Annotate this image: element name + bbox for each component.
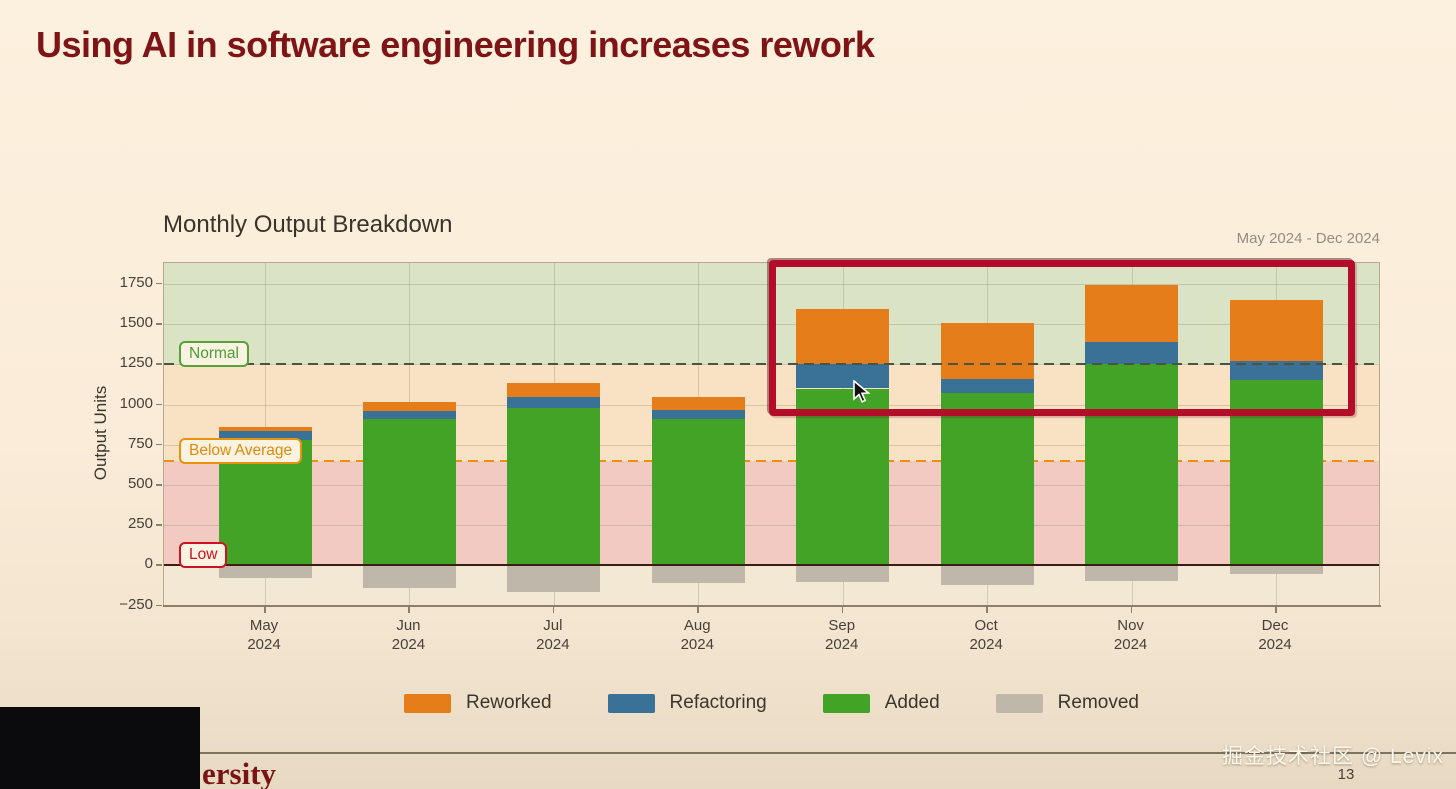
x-tick-label: Jun 2024 xyxy=(391,617,426,653)
bar-segment-added xyxy=(651,419,745,566)
legend-label: Refactoring xyxy=(669,692,767,713)
x-axis-line xyxy=(163,605,1381,607)
bar-segment-refactoring xyxy=(1085,341,1179,365)
legend-label: Added xyxy=(884,692,940,713)
bar-segment-reworked xyxy=(218,427,312,432)
threshold-label-low: Low xyxy=(179,542,228,569)
y-tick-mark xyxy=(156,363,162,365)
y-tick-mark xyxy=(156,323,162,325)
bar-segment-removed xyxy=(1229,565,1323,574)
x-tick-label: May 2024 xyxy=(247,617,281,653)
bar-segment-refactoring xyxy=(651,410,745,420)
x-tick-label: Jul 2024 xyxy=(536,617,570,653)
chart-title: Monthly Output Breakdown xyxy=(163,211,453,238)
legend-swatch-added xyxy=(822,693,870,713)
threshold-label-normal: Normal xyxy=(179,341,249,368)
bar-segment-reworked xyxy=(362,402,456,412)
legend-item-refactoring: Refactoring xyxy=(607,692,767,714)
footer-divider-line xyxy=(200,752,1456,754)
y-axis-label: Output Units xyxy=(91,385,110,481)
y-tick-mark xyxy=(156,403,162,406)
bar-segment-refactoring xyxy=(362,411,456,420)
bar-segment-removed xyxy=(940,565,1034,585)
chart-date-range: May 2024 - Dec 2024 xyxy=(1236,230,1380,247)
x-tick-label: Oct 2024 xyxy=(969,617,1003,653)
page-number: 13 xyxy=(1337,766,1355,783)
bar-segment-refactoring xyxy=(940,378,1034,393)
bar-segment-removed xyxy=(796,565,890,583)
legend-swatch-removed xyxy=(995,693,1043,713)
horizontal-gridline xyxy=(164,485,1379,487)
x-tick-mark xyxy=(1130,607,1133,613)
x-tick-mark xyxy=(1275,607,1277,613)
bar-segment-reworked xyxy=(1085,284,1179,342)
x-tick-label: Aug 2024 xyxy=(680,617,714,653)
y-tick-label: 1500 xyxy=(119,314,153,332)
bar-segment-reworked xyxy=(507,382,601,397)
bar-segment-added xyxy=(362,419,456,566)
bar-segment-added xyxy=(796,388,890,566)
y-tick-label: 0 xyxy=(144,555,153,573)
y-tick-label: 250 xyxy=(127,515,153,533)
x-tick-mark xyxy=(264,607,266,613)
horizontal-gridline xyxy=(164,444,1379,446)
x-tick-mark xyxy=(841,607,844,613)
threshold-label-below-average: Below Average xyxy=(179,437,303,464)
legend-item-removed: Removed xyxy=(995,692,1139,714)
bar-segment-reworked xyxy=(940,322,1034,379)
x-tick-mark xyxy=(986,607,988,613)
plot-band xyxy=(164,460,1379,566)
university-text-fragment: ersity xyxy=(202,756,277,789)
y-tick-mark xyxy=(156,484,162,486)
legend-item-reworked: Reworked xyxy=(404,692,552,714)
bar-segment-added xyxy=(940,392,1034,566)
y-tick-label: −250 xyxy=(119,595,153,613)
watermark: 掘金技术社区 @ Levix xyxy=(1221,745,1444,768)
y-tick-mark xyxy=(156,604,162,607)
threshold-line-below-average xyxy=(164,459,1379,462)
legend-swatch-refactoring xyxy=(607,693,655,713)
y-tick-mark xyxy=(156,443,162,446)
bar-segment-added xyxy=(507,407,601,566)
y-tick-mark xyxy=(156,524,162,526)
x-tick-mark xyxy=(697,607,699,613)
y-tick-label: 1750 xyxy=(119,273,153,291)
chart-legend: Reworked Refactoring Added Removed xyxy=(163,689,1380,717)
legend-label: Removed xyxy=(1057,692,1139,713)
bar-segment-refactoring xyxy=(796,364,890,389)
slide-title: Using AI in software engineering increas… xyxy=(36,24,875,65)
threshold-line-low xyxy=(164,564,1379,567)
mouse-cursor-icon xyxy=(853,380,871,403)
horizontal-gridline xyxy=(164,525,1379,527)
bar-segment-refactoring xyxy=(1229,361,1323,381)
bar-segment-reworked xyxy=(1229,300,1323,362)
plot-band xyxy=(164,565,1379,605)
x-tick-mark xyxy=(408,607,410,613)
legend-swatch-reworked xyxy=(404,693,451,713)
y-tick-mark xyxy=(156,282,162,285)
bar-segment-refactoring xyxy=(507,396,601,408)
y-tick-mark xyxy=(156,564,162,566)
bar-segment-removed xyxy=(1085,565,1179,581)
bar-segment-reworked xyxy=(796,308,890,365)
x-tick-label: Dec 2024 xyxy=(1258,617,1292,653)
bar-segment-added xyxy=(1085,364,1179,566)
legend-label: Reworked xyxy=(466,692,552,713)
bar-segment-removed xyxy=(218,565,312,579)
bar-segment-removed xyxy=(651,565,745,584)
bar-segment-refactoring xyxy=(218,431,312,440)
x-tick-label: Nov 2024 xyxy=(1113,617,1148,653)
bar-segment-reworked xyxy=(651,397,745,411)
speaker-video-placeholder xyxy=(0,707,200,789)
bar-segment-removed xyxy=(507,565,601,593)
x-tick-label: Sep 2024 xyxy=(825,617,859,653)
legend-item-added: Added xyxy=(822,692,940,714)
x-tick-mark xyxy=(552,607,555,613)
bar-segment-removed xyxy=(362,565,456,588)
highlight-rectangle xyxy=(769,260,1355,416)
